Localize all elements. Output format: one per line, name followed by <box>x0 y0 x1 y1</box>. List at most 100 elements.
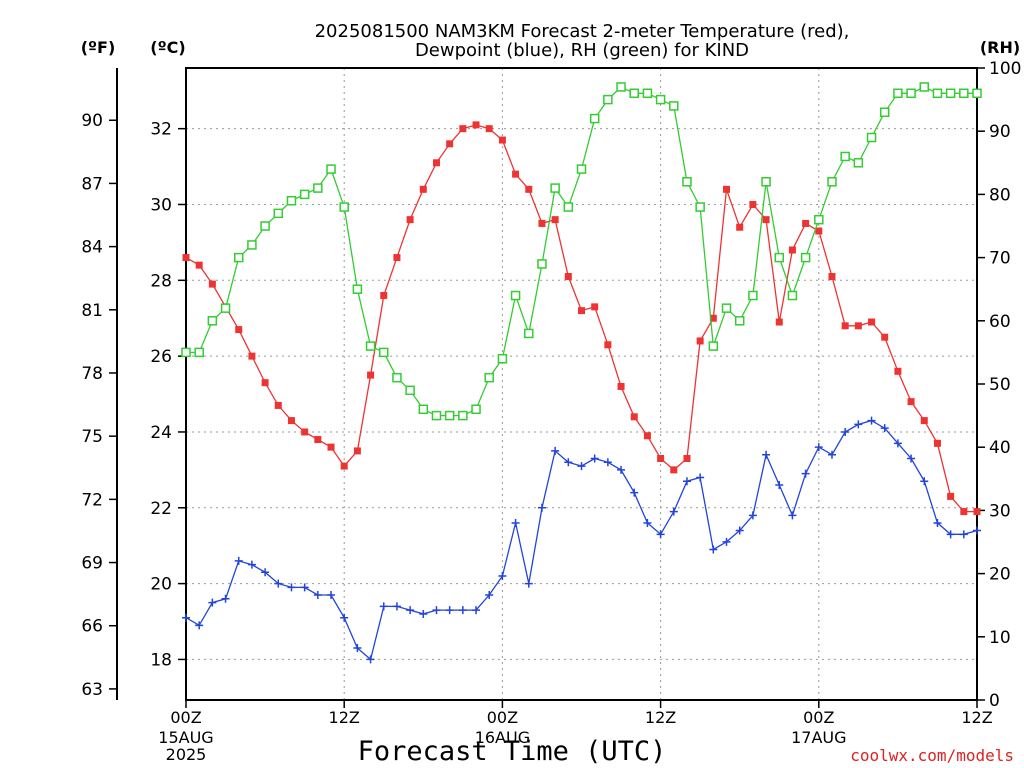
rh-point <box>655 94 666 105</box>
temperature-point <box>380 291 388 299</box>
temperature-point <box>261 379 269 387</box>
dewpoint-point <box>353 644 362 653</box>
temperature-point <box>736 223 744 231</box>
fahrenheit-unit-label: (ºF) <box>81 38 116 57</box>
rh-point <box>431 410 442 421</box>
dewpoint-point <box>419 609 428 618</box>
temperature-point <box>551 216 559 224</box>
celsius-tick-label: 32 <box>150 120 172 140</box>
rh-point <box>721 303 732 313</box>
rh-point <box>326 164 336 174</box>
dewpoint-point <box>340 613 349 622</box>
temperature-point <box>604 341 612 349</box>
rh-point <box>589 113 600 124</box>
axes <box>116 67 978 701</box>
x-tick-label: 12Z <box>645 708 676 727</box>
x-tick-label: 00Z <box>487 708 518 727</box>
rh-tick-label: 50 <box>989 375 1011 395</box>
rh-point <box>695 202 705 212</box>
dewpoint-point <box>841 427 850 436</box>
rh-point <box>379 347 389 358</box>
temperature-point <box>709 314 717 322</box>
dewpoint-point <box>300 583 309 592</box>
dewpoint-point <box>682 477 691 486</box>
rh-point <box>339 202 349 212</box>
temperature-point <box>353 447 361 455</box>
rh-point <box>576 164 587 174</box>
rh-point <box>286 195 297 206</box>
temperature-point <box>195 261 203 269</box>
rh-point <box>273 208 284 219</box>
dewpoint-point <box>208 598 217 607</box>
dewpoint-point <box>775 481 784 490</box>
data-series <box>181 82 982 664</box>
temperature-point <box>907 398 915 406</box>
dewpoint-point <box>511 518 520 527</box>
temperature-point <box>564 273 572 281</box>
dewpoint-point <box>907 454 916 463</box>
rh-point <box>352 284 363 294</box>
celsius-unit-label: (ºC) <box>150 38 185 57</box>
dewpoint-point <box>366 655 375 664</box>
rh-point <box>537 259 547 269</box>
celsius-tick-label: 22 <box>150 499 172 519</box>
rh-point <box>247 240 257 250</box>
rh-point <box>761 177 771 187</box>
dewpoint-point <box>537 503 546 512</box>
temperature-point <box>881 333 889 341</box>
series-line <box>186 86 977 417</box>
series-rh <box>181 82 982 421</box>
rh-point <box>524 328 534 339</box>
rh-point <box>365 341 376 351</box>
dewpoint-point <box>920 477 929 486</box>
temperature-point <box>287 417 295 425</box>
temperature-point <box>301 428 309 436</box>
rh-point <box>194 347 204 358</box>
rh-tick-label: 80 <box>989 185 1011 205</box>
rh-point <box>814 214 824 225</box>
x-tick-label: 00Z <box>803 708 834 727</box>
dewpoint-point <box>933 518 942 527</box>
dewpoint-point <box>234 556 243 565</box>
rh-point <box>484 372 494 383</box>
temperature-point <box>630 413 638 421</box>
temperature-point <box>182 254 190 262</box>
temperature-point <box>683 454 691 462</box>
dewpoint-point <box>867 416 876 425</box>
temperature-point <box>802 219 810 227</box>
fahrenheit-tick-label: 63 <box>81 680 103 700</box>
temperature-point <box>274 401 282 409</box>
rh-point <box>879 107 890 117</box>
rh-point <box>748 290 758 301</box>
x-axis-title: Forecast Time (UTC) <box>358 736 667 767</box>
dewpoint-point <box>287 583 296 592</box>
rh-tick-label: 10 <box>989 628 1011 648</box>
dewpoint-point <box>946 530 955 539</box>
temperature-point <box>432 159 440 167</box>
temperature-point <box>248 352 256 360</box>
rh-point <box>972 88 982 99</box>
temperature-point <box>485 125 493 133</box>
chart-title-line-2: Dewpoint (blue), RH (green) for KIND <box>415 40 749 61</box>
temperature-point <box>235 326 243 334</box>
rh-point <box>207 316 218 326</box>
rh-point <box>405 385 415 396</box>
series-dewpoint <box>182 416 981 664</box>
temperature-point <box>314 436 322 444</box>
rh-point <box>220 303 231 313</box>
rh-point <box>734 316 745 326</box>
dewpoint-point <box>854 420 863 429</box>
dewpoint-point <box>603 458 612 467</box>
rh-tick-label: 20 <box>989 565 1011 585</box>
celsius-tick-label: 20 <box>150 575 172 595</box>
temperature-point <box>973 508 981 516</box>
dewpoint-point <box>379 602 388 611</box>
fahrenheit-tick-label: 69 <box>81 554 103 574</box>
rh-point <box>497 353 508 364</box>
celsius-tick-label: 18 <box>150 650 172 670</box>
temperature-point <box>525 185 533 193</box>
rh-tick-label: 30 <box>989 501 1011 521</box>
temperature-point <box>723 185 731 193</box>
temperature-point <box>512 170 520 178</box>
temperature-point <box>749 200 757 208</box>
